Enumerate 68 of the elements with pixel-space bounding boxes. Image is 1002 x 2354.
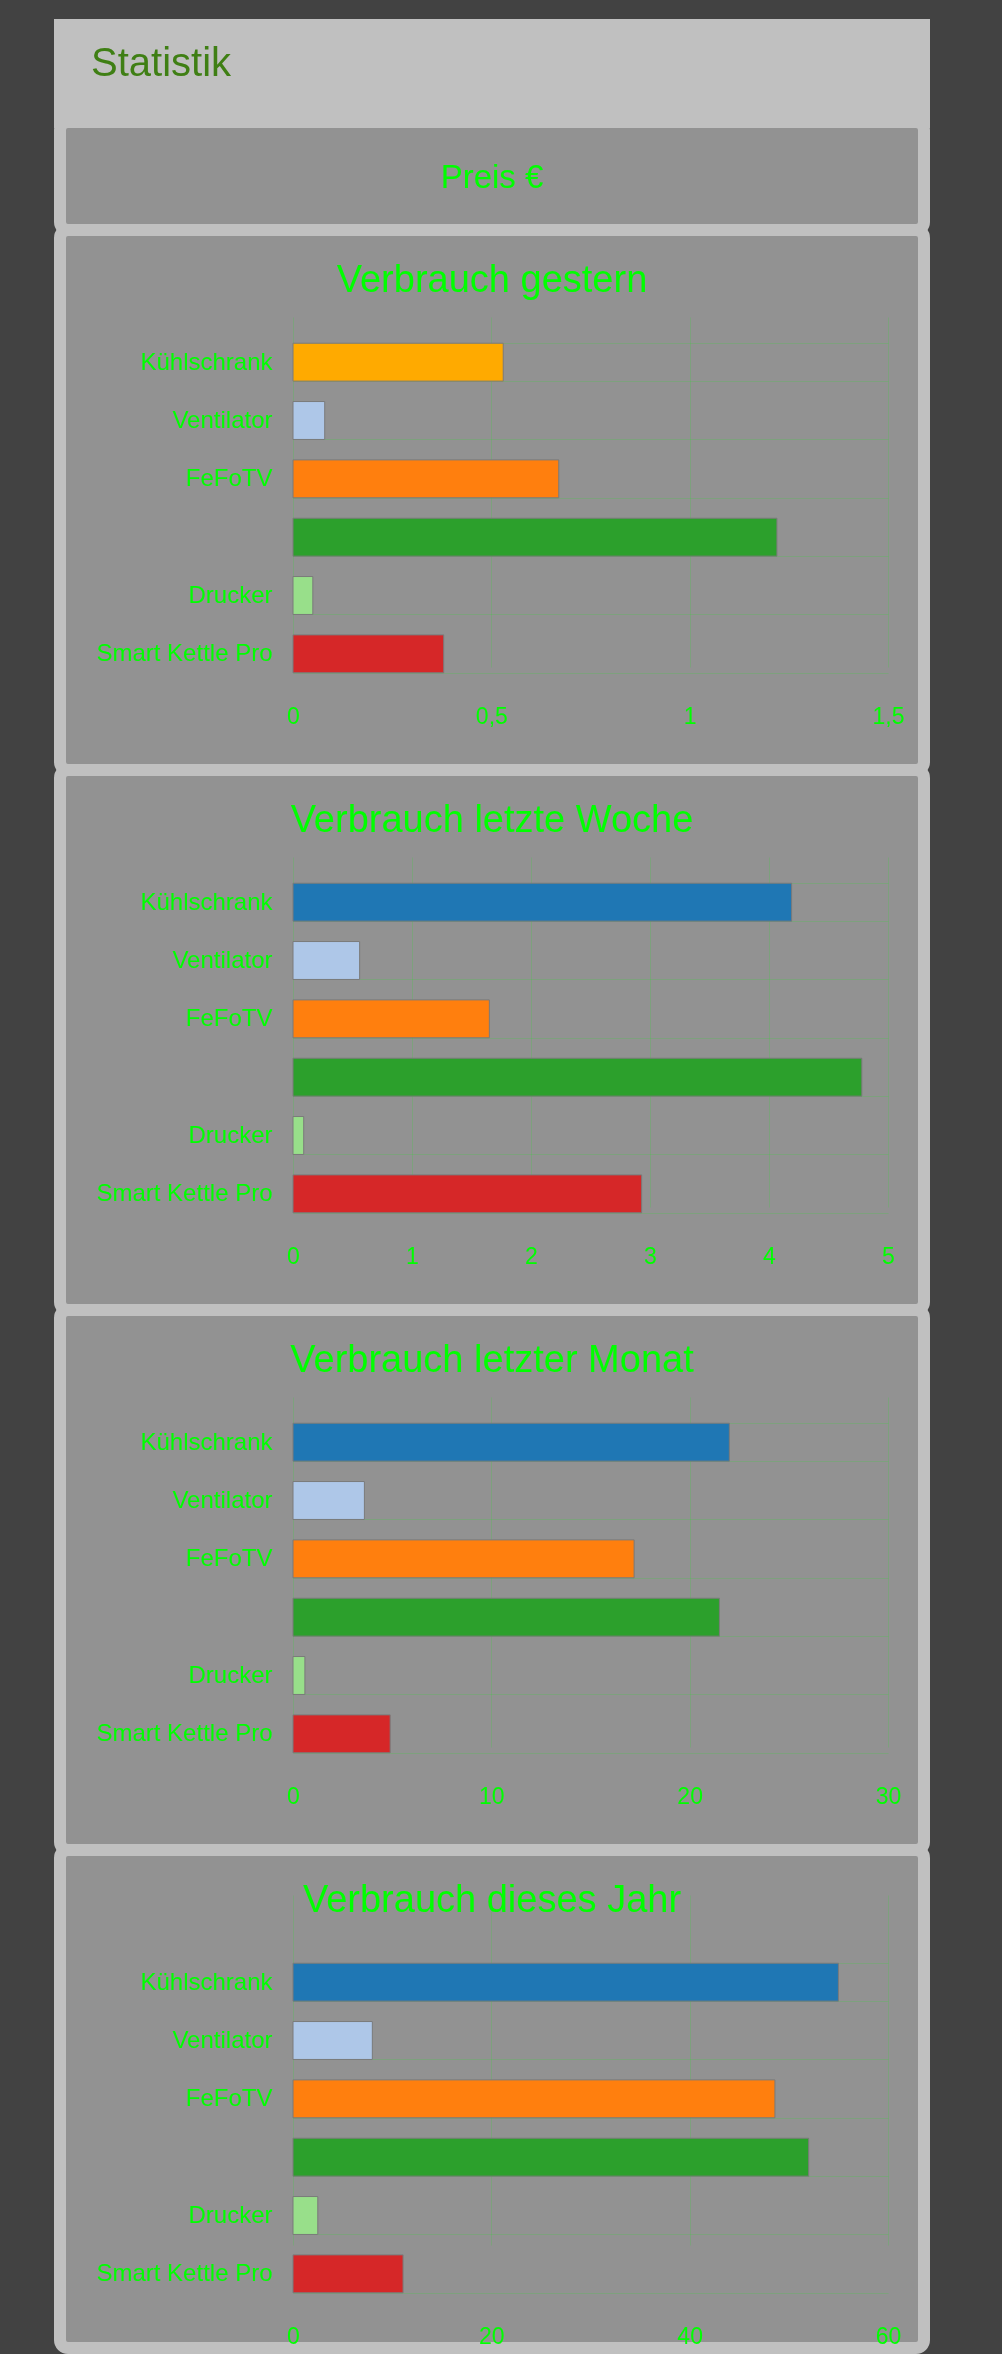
x-tick-label: 3 [644, 1242, 657, 1269]
x-tick-label: 2 [525, 1242, 538, 1269]
x-tick-label: 1,5 [872, 702, 905, 729]
chart-title: Verbrauch gestern [336, 258, 648, 300]
x-tick-label: 10 [479, 1782, 505, 1809]
chart-title: Verbrauch letzte Woche [290, 798, 694, 840]
bar [292, 1539, 635, 1579]
y-tick-label: Smart Kettle Pro [96, 2259, 273, 2287]
x-tick-label: 1 [406, 1242, 419, 1269]
bar [292, 2021, 373, 2060]
chart-title: Verbrauch dieses Jahr [302, 1878, 682, 1920]
y-tick-label: Kühlschrank [140, 1427, 274, 1455]
bar [292, 2079, 776, 2119]
x-tick-label: 20 [677, 1782, 703, 1809]
bar [292, 941, 361, 980]
x-tick-label: 5 [882, 1242, 895, 1269]
y-tick-label: FeFoTV [185, 2084, 273, 2112]
bar [292, 882, 793, 922]
y-tick-label: Smart Kettle Pro [96, 639, 273, 667]
bar [292, 999, 490, 1039]
bar [292, 1962, 839, 2002]
x-tick-label: 1 [683, 702, 697, 729]
text: Statistik [91, 40, 233, 84]
x-tick-label: 0 [287, 702, 300, 729]
y-tick-label: Drucker [188, 581, 273, 608]
y-tick-label: Ventilator [172, 406, 273, 433]
x-tick-label: 0 [287, 1242, 300, 1269]
y-tick-label: Kühlschrank [140, 887, 274, 915]
bar [292, 401, 326, 440]
x-tick-label: 0 [287, 2322, 300, 2349]
y-tick-label: Drucker [188, 1661, 273, 1688]
y-tick-label: Smart Kettle Pro [96, 1179, 273, 1207]
x-tick-label: 30 [875, 1782, 902, 1809]
y-tick-label: FeFoTV [185, 1544, 273, 1572]
y-tick-label: FeFoTV [185, 464, 273, 492]
bar [292, 459, 560, 499]
y-tick-label: Ventilator [172, 1486, 273, 1513]
bar [292, 2137, 810, 2177]
bar [292, 634, 445, 674]
bar [292, 517, 778, 557]
bar [292, 1116, 305, 1155]
bar [292, 1481, 365, 1520]
x-tick-label: 20 [479, 2322, 505, 2349]
y-tick-label: Drucker [188, 1121, 273, 1148]
x-tick-label: 0,5 [475, 702, 508, 729]
y-tick-label: Smart Kettle Pro [96, 1719, 273, 1747]
bar [292, 1422, 730, 1462]
x-tick-label: 40 [677, 2322, 703, 2349]
y-tick-label: Kühlschrank [140, 1967, 274, 1995]
x-tick-label: 4 [763, 1242, 777, 1269]
bar [292, 342, 504, 382]
chart-title: Verbrauch letzter Monat [290, 1338, 695, 1380]
bar [292, 1597, 720, 1637]
bar [292, 2196, 319, 2235]
y-tick-label: FeFoTV [185, 1004, 273, 1032]
bar [292, 2254, 404, 2294]
y-tick-label: Ventilator [172, 946, 273, 973]
text: Preis € [440, 158, 544, 195]
bar [292, 576, 314, 615]
y-tick-label: Ventilator [172, 2026, 273, 2053]
x-tick-label: 60 [875, 2322, 902, 2349]
bar [292, 1174, 643, 1214]
bar [292, 1714, 391, 1754]
bar [292, 1656, 306, 1695]
x-tick-label: 0 [287, 1782, 300, 1809]
y-tick-label: Drucker [188, 2201, 273, 2228]
y-tick-label: Kühlschrank [140, 347, 274, 375]
bar [292, 1057, 863, 1097]
